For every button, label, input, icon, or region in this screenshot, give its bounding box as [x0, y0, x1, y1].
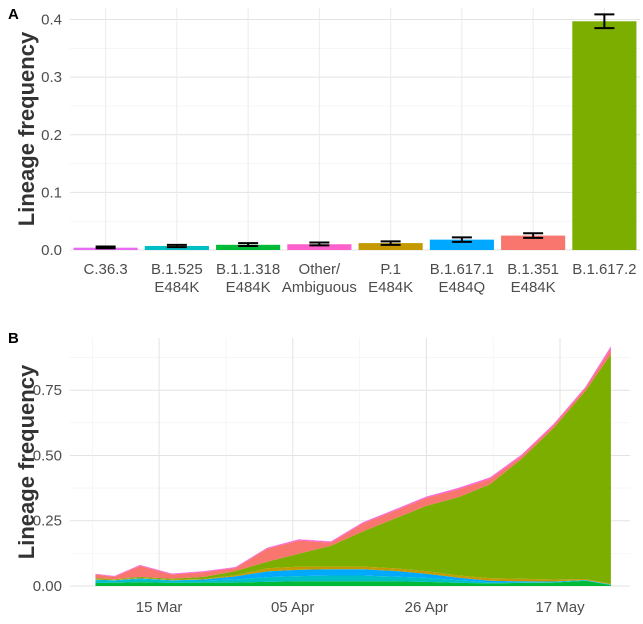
x-tick-label-line: Ambiguous	[282, 279, 357, 296]
y-axis-title-b: Lineage frequency	[14, 364, 39, 559]
x-tick-label: B.1.525 E484K	[151, 261, 203, 296]
x-tick-label: B.1.351 E484K	[507, 261, 559, 296]
x-tick-label-line: E484K	[154, 279, 199, 296]
y-axis-title-a: Lineage frequency	[14, 31, 39, 226]
panel-a-label: A	[8, 6, 19, 23]
y-tick-label: 0.2	[41, 127, 62, 144]
y-tick-label: 0.3	[41, 69, 62, 86]
x-tick-label: P.1 E484K	[368, 261, 413, 296]
x-tick-label: 05 Apr	[271, 599, 314, 616]
panel-b-label: B	[8, 330, 19, 347]
bar	[429, 239, 494, 250]
x-tick-label-line: B.1.617.2	[572, 261, 636, 278]
area-series	[95, 348, 611, 580]
y-tick-label: 0.4	[41, 12, 62, 29]
x-tick-label: 17 May	[535, 599, 585, 616]
bar	[358, 243, 423, 250]
bar-chart-lineage: 0.00.10.20.30.4 C.36.3 B.1.525 E484KB.1.1.…	[14, 8, 640, 296]
x-tick-label-line: B.1.1.318	[216, 261, 280, 278]
x-tick-label: 26 Apr	[405, 599, 448, 616]
x-tick-label-line: P.1	[380, 261, 401, 278]
x-tick-label: B.1.617.2	[572, 261, 636, 278]
area-series	[95, 569, 611, 585]
y-tick-label: 0.00	[33, 578, 62, 595]
x-tick-label-line: Other/	[299, 261, 342, 278]
y-tick-label: 0.50	[33, 447, 62, 464]
x-tick-label: B.1.617.1 E484Q	[430, 261, 494, 296]
bar	[287, 244, 352, 250]
x-tick-label: 15 Mar	[136, 599, 183, 616]
y-tick-label: 0.0	[41, 242, 62, 259]
y-tick-label: 0.1	[41, 184, 62, 201]
area-series	[95, 580, 611, 586]
area-series	[95, 575, 611, 585]
x-tick-label-line: E484K	[511, 279, 556, 296]
x-tick-label-line: B.1.525	[151, 261, 203, 278]
bar	[572, 21, 637, 250]
x-tick-label-line: B.1.351	[507, 261, 559, 278]
x-tick-label: C.36.3	[84, 261, 128, 278]
area-chart-lineage-time: 0.00 0.25 0.50 0.75 15 Mar 05 Apr 26 Apr 17 Ma…	[14, 338, 630, 616]
area-series	[95, 566, 611, 585]
x-tick-label-line: B.1.617.1	[430, 261, 494, 278]
x-tick-label-line: E484K	[368, 279, 413, 296]
x-tick-label: B.1.1.318 E484K	[216, 261, 280, 296]
x-tick-label-line: C.36.3	[84, 261, 128, 278]
x-tick-label-line: E484Q	[439, 279, 486, 296]
bar	[501, 235, 566, 250]
y-tick-label: 0.75	[33, 382, 62, 399]
x-tick-label-line: E484K	[226, 279, 271, 296]
x-tick-label: Other/Ambiguous	[282, 261, 357, 296]
area-series	[95, 354, 611, 584]
bar	[216, 244, 281, 250]
y-tick-label: 0.25	[33, 513, 62, 530]
